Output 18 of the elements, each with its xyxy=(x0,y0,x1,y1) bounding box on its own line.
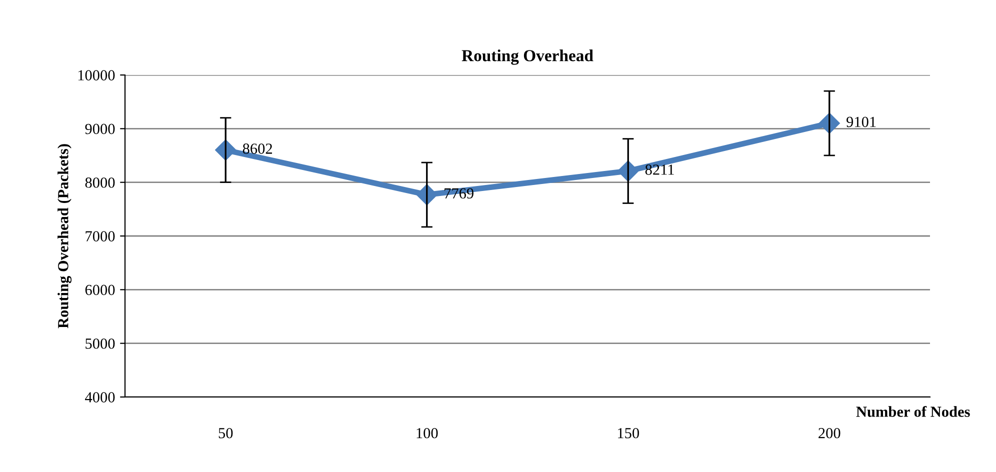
y-tick-label: 9000 xyxy=(85,124,115,134)
data-label: 7769 xyxy=(444,188,474,199)
y-tick-label: 8000 xyxy=(85,177,115,188)
y-tick-label: 4000 xyxy=(85,392,115,402)
x-tick-label: 150 xyxy=(618,428,639,438)
y-tick-label: 7000 xyxy=(86,231,115,242)
x-tick-label: 50 xyxy=(218,428,233,438)
x-tick-label: 100 xyxy=(416,428,438,438)
y-tick-label: 10000 xyxy=(78,70,115,80)
chart-title: Routing Overhead xyxy=(462,50,594,65)
y-tick-label: 6000 xyxy=(85,284,115,296)
x-tick-label: 200 xyxy=(818,428,840,438)
data-label: 8602 xyxy=(242,144,272,154)
y-tick-label: 5000 xyxy=(86,338,115,349)
y-axis-title: Routing Overhead (Packets) xyxy=(58,144,72,328)
x-axis-title: Number of Nodes xyxy=(856,406,970,417)
data-label: 9101 xyxy=(846,116,876,128)
data-label: 8211 xyxy=(645,164,674,175)
